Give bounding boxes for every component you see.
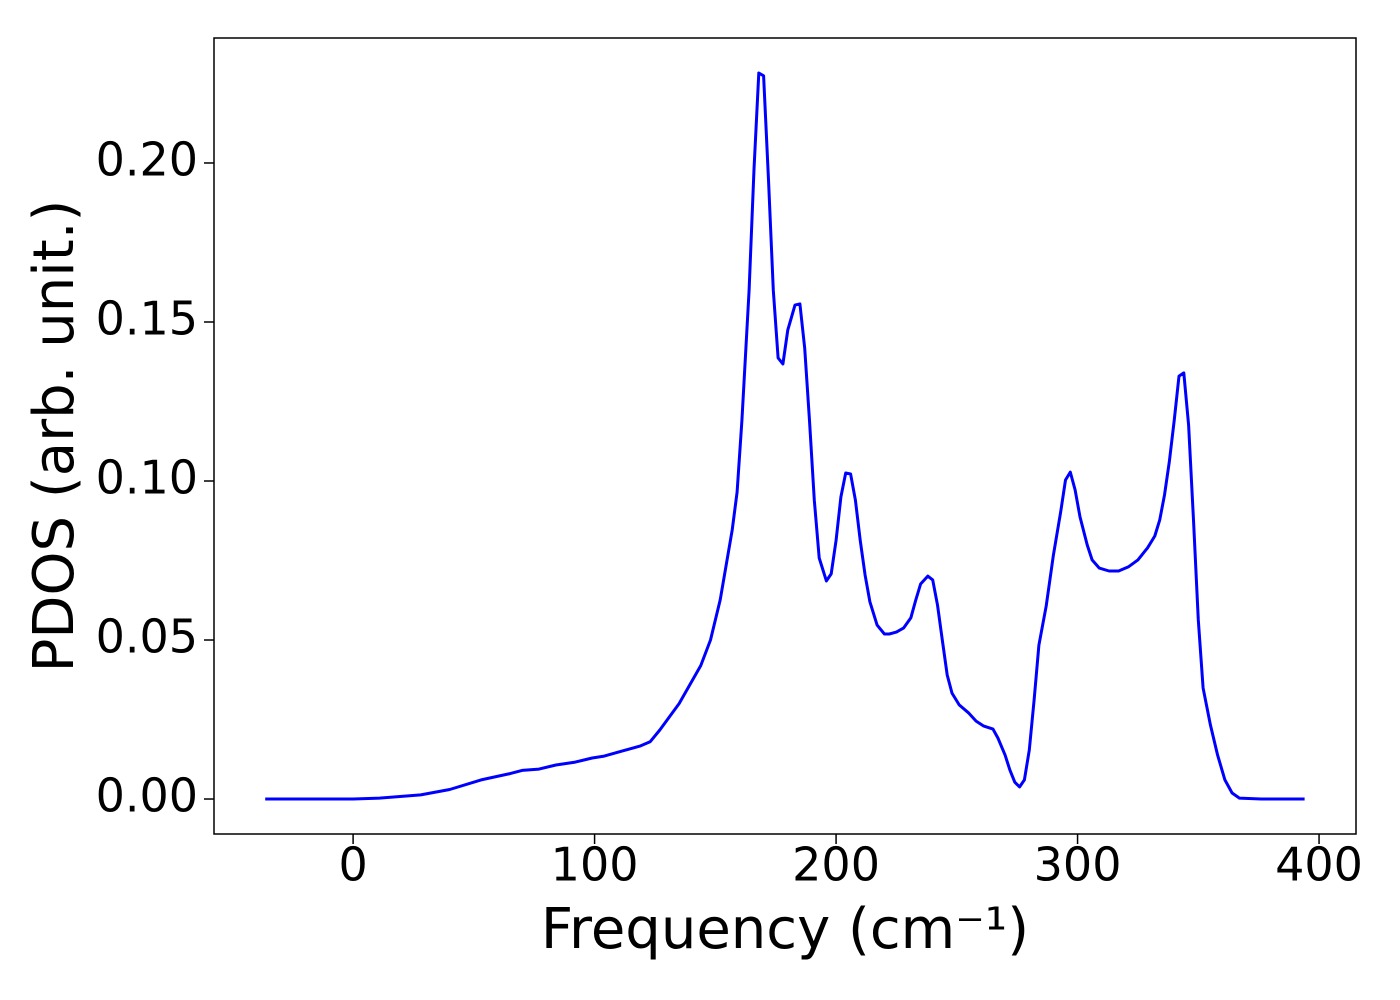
x-tick-label: 100	[551, 838, 639, 892]
x-tick-label: 300	[1034, 838, 1122, 892]
y-tick-label: 0.10	[96, 450, 198, 504]
x-tick-label: 0	[338, 838, 367, 892]
x-axis-label: Frequency (cm⁻¹)	[541, 897, 1029, 962]
y-tick-label: 0.20	[96, 132, 198, 186]
x-tick-label: 200	[792, 838, 880, 892]
y-axis-label: PDOS (arb. unit.)	[22, 200, 87, 673]
y-tick-label: 0.15	[96, 291, 198, 345]
plot-frame	[213, 37, 1357, 835]
x-tick-label: 400	[1275, 838, 1363, 892]
y-tick-label: 0.00	[96, 769, 198, 823]
y-tick-label: 0.05	[96, 610, 198, 664]
data-line	[265, 71, 1305, 801]
